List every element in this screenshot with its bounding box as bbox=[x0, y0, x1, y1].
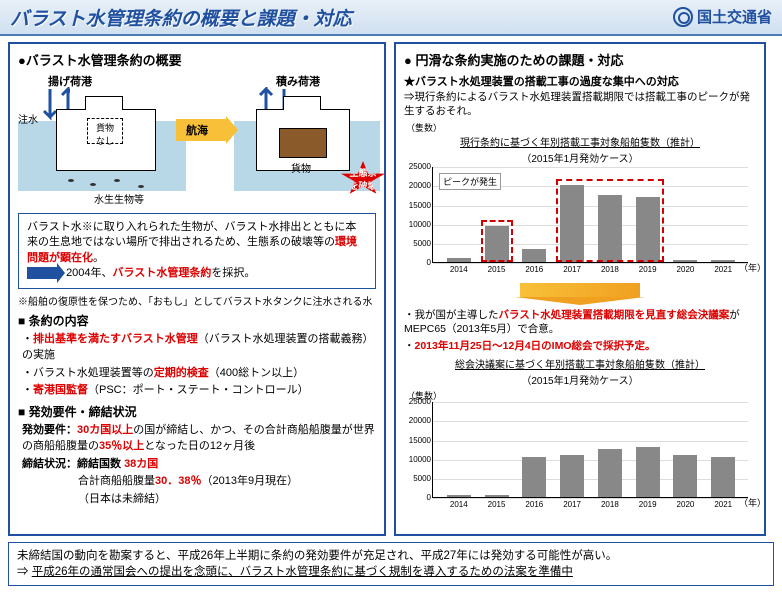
list-item: 合計商船船腹量30．38％（2013年9月現在） bbox=[22, 473, 376, 490]
ballast-diagram: 揚げ荷港 積み荷港 注水 貨物 なし 水生生物等 航海 貨物 bbox=[18, 73, 376, 209]
right-column: ● 円滑な条約実施のための課題・対応 ★バラスト水処理装置の搭載工事の過度な集中… bbox=[394, 42, 766, 536]
organism-icon bbox=[90, 183, 96, 186]
left-title: ●バラスト水管理条約の概要 bbox=[18, 50, 376, 69]
env-red2: バラスト水管理条約 bbox=[113, 267, 212, 279]
page-title: バラスト水管理条約の概要と課題・対応 bbox=[10, 4, 352, 31]
chart2-unit: （隻数） bbox=[406, 389, 758, 402]
mid-line-1: ・我が国が主導したバラスト水処理装置搭載期限を見直す総会決議案がMEPC65（2… bbox=[404, 309, 756, 336]
list-item: ・バラスト水処理装置等の定期的検査（400総トン以上） bbox=[22, 365, 376, 382]
chart1: ピークが発生 050001000015000200002500020142015… bbox=[432, 167, 748, 263]
ballast-note: ※船舶の復原性を保つため、「おもし」としてバラスト水タンクに注水される水 bbox=[18, 293, 376, 308]
blue-arrow-icon bbox=[27, 267, 57, 279]
list-item: ・排出基準を満たすバラスト水管理（バラスト水処理装置の搭載義務）の実施 bbox=[22, 331, 376, 364]
list-item: （日本は未締結） bbox=[22, 491, 376, 508]
list-item: 発効要件：30カ国以上の国が締結し、かつ、その合計商船船腹量が世界の商船船腹量の… bbox=[22, 422, 376, 455]
star-line: ★バラスト水処理装置の搭載工事の過度な集中への対応 bbox=[404, 73, 756, 89]
ministry-name: 国土交通省 bbox=[697, 6, 772, 27]
down-arrow-icon bbox=[520, 283, 640, 297]
ship-left: 貨物 なし bbox=[56, 109, 156, 171]
mid-line-2: ・2013年11月25日～12月4日のIMO総会で採択予定。 bbox=[404, 340, 756, 354]
cargo-label: 貨物 bbox=[291, 160, 311, 175]
chart2: 0500010000150002000025000201420152016201… bbox=[432, 402, 748, 498]
left-column: ●バラスト水管理条約の概要 揚げ荷港 積み荷港 注水 貨物 なし 水生生物等 航… bbox=[8, 42, 386, 536]
env-adopt: を採択。 bbox=[211, 267, 255, 279]
list-item: ・寄港国監督（PSC：ポート・ステート・コントロール） bbox=[22, 382, 376, 399]
organisms-label: 水生生物等 bbox=[94, 191, 144, 206]
ship-right: 貨物 bbox=[256, 109, 350, 171]
chart1-title: 現行条約に基づく年別搭載工事対象船舶隻数（推計） bbox=[404, 134, 756, 149]
organism-icon bbox=[68, 179, 74, 182]
chart2-sub: （2015年1月発効ケース） bbox=[404, 372, 756, 387]
right-title: ● 円滑な条約実施のための課題・対応 bbox=[404, 50, 756, 69]
ministry-logo-icon bbox=[673, 7, 693, 27]
content-list: ・排出基準を満たすバラスト水管理（バラスト水処理装置の搭載義務）の実施 ・バラス… bbox=[18, 331, 376, 399]
chart2-title: 総会決議案に基づく年別搭載工事対象船舶隻数（推計） bbox=[404, 356, 756, 371]
status-list: 発効要件：30カ国以上の国が締結し、かつ、その合計商船船腹量が世界の商船船腹量の… bbox=[18, 422, 376, 508]
content-area: ●バラスト水管理条約の概要 揚げ荷港 積み荷港 注水 貨物 なし 水生生物等 航… bbox=[0, 36, 782, 542]
content-title: ■ 条約の内容 bbox=[18, 312, 376, 329]
chart1-unit: （隻数） bbox=[406, 121, 758, 134]
ship-right-top bbox=[283, 96, 321, 110]
nav-label: 航海 bbox=[186, 122, 208, 138]
header-bar: バラスト水管理条約の概要と課題・対応 国土交通省 bbox=[0, 0, 782, 36]
chart1-sub: （2015年1月発効ケース） bbox=[404, 150, 756, 165]
nav-arrow-icon: 航海 bbox=[176, 119, 226, 141]
ship-left-top bbox=[85, 96, 123, 110]
footer-box: 未締結国の動向を勘案すると、平成26年上半期に条約の発効要件が充足され、平成27… bbox=[8, 542, 774, 586]
list-item: 締結状況：締結国数 38カ国 bbox=[22, 456, 376, 473]
peak-label: ピークが発生 bbox=[439, 173, 501, 190]
footer-line2: ⇒ 平成26年の通常国会への提出を念頭に、バラスト水管理条約に基づく規制を導入す… bbox=[17, 564, 765, 580]
arrow-line-1: ⇒現行条約によるバラスト水処理装置搭載期限では搭載工事のピークが発生するおそれ。 bbox=[404, 91, 756, 118]
environment-box: バラスト水※に取り入れられた生物が、バラスト水排出とともに本来の生息地ではない場… bbox=[18, 213, 376, 289]
organism-icon bbox=[138, 185, 144, 188]
ministry-badge: 国土交通省 bbox=[673, 6, 772, 27]
status-title: ■ 発効要件・締結状況 bbox=[18, 403, 376, 420]
env-text1: バラスト水※に取り入れられた生物が、バラスト水排出とともに本来の生息地ではない場… bbox=[27, 221, 356, 248]
env-year: 2004年、 bbox=[66, 267, 112, 279]
env-period: 。 bbox=[93, 252, 104, 264]
cargo-none-box: 貨物 なし bbox=[87, 118, 123, 144]
organism-icon bbox=[114, 179, 120, 182]
footer-line1: 未締結国の動向を勘案すると、平成26年上半期に条約の発効要件が充足され、平成27… bbox=[17, 548, 765, 564]
cargo-box bbox=[279, 128, 327, 158]
inject-label: 注水 bbox=[18, 111, 38, 126]
